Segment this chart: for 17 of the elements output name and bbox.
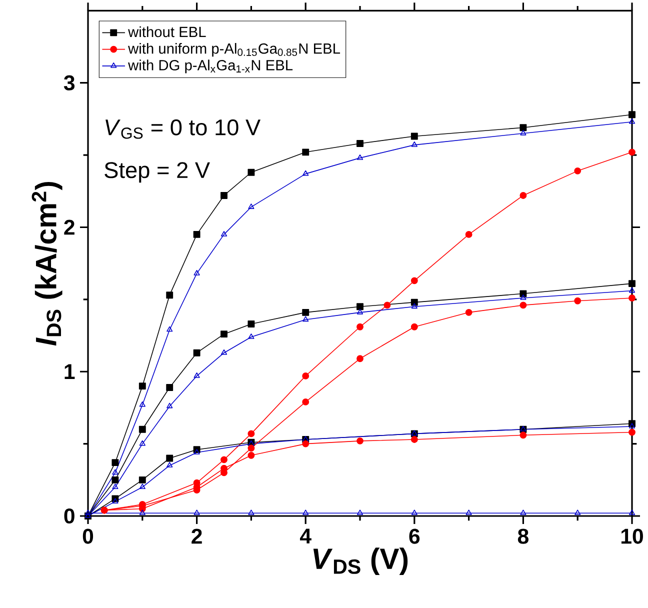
legend-label: with uniform p-Al$_{0.15}$Ga$_{0.85}$N EBL [128, 43, 340, 57]
y-tick-label: 3 [64, 75, 75, 90]
x-tick-label: 6 [409, 528, 420, 544]
x-tick-label: 8 [518, 528, 528, 544]
annotation: V$_{GS}$ = 0 to 10 V [106, 119, 261, 139]
x-axis-title: V$_{DS}$ (V) [313, 548, 408, 575]
y-tick-label: 0 [64, 508, 74, 524]
annotation: Step = 2 V [104, 162, 210, 183]
legend-label: without EBL [128, 26, 206, 38]
x-tick-label: 2 [192, 528, 202, 544]
x-tick-label: 10 [621, 528, 643, 544]
x-tick-label: 0 [82, 528, 94, 544]
y-tick-label: 2 [64, 220, 74, 235]
y-tick-label: 1 [64, 364, 75, 379]
x-tick-label: 4 [300, 528, 312, 544]
y-axis-title: I$_{DS}$ (kA/cm$^{2}$) [32, 182, 62, 346]
legend-label: with DG p-Al$_{x}$Ga$_{1-x}$N EBL [128, 60, 293, 74]
